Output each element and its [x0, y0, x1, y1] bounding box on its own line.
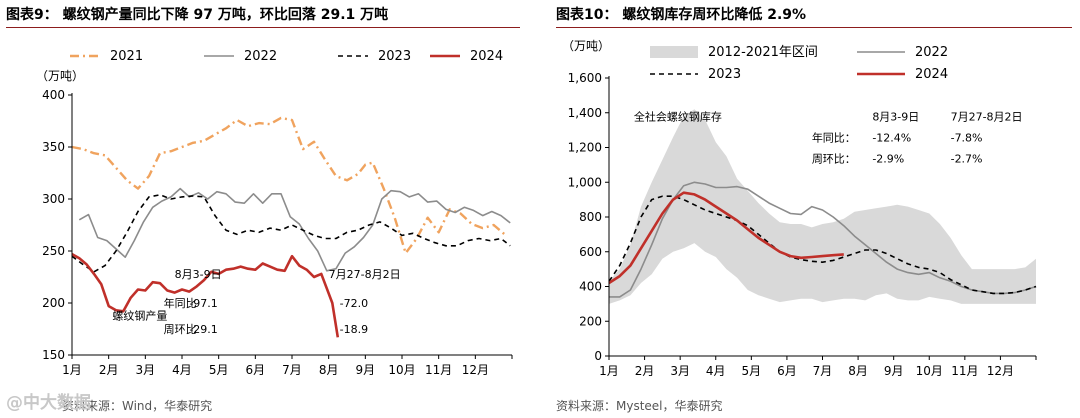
series-line-2024: [71, 252, 340, 338]
x-tick-label: 7月: [282, 363, 302, 377]
series-line-2024: [608, 191, 844, 285]
y-axis-unit-label: （万吨）: [36, 69, 84, 83]
y-tick-label: 1,400: [568, 106, 602, 120]
x-tick-label: 1月: [62, 363, 82, 377]
x-tick-label: 5月: [742, 364, 762, 378]
y-tick-label: 350: [42, 140, 65, 154]
chart-2-source: 资料来源：Mysteel，华泰研究: [556, 399, 723, 413]
inventory-chart: （万吨） 0 200 400 600 800 1,000 1,200 1,400 1,600 1月 2…: [562, 39, 1037, 378]
annotation-text: 7月27-8月2日: [951, 111, 1023, 124]
y-tick-label: 600: [579, 245, 602, 259]
x-tick-label: 6月: [777, 364, 797, 378]
annotation-text: -97.1: [189, 297, 217, 310]
series-line-2022: [609, 181, 1037, 298]
legend-label: 2023: [708, 67, 741, 82]
y-tick-label: 0: [594, 349, 602, 363]
x-tick-label: 2月: [99, 363, 119, 377]
annotation-text: 年同比: [164, 296, 197, 310]
y-tick-label: 150: [42, 348, 65, 362]
chart-1-title: 图表9： 螺纹钢产量同比下降 97 万吨，环比回落 29.1 万吨: [6, 7, 389, 23]
legend-swatch-band: [650, 46, 698, 58]
x-tick-label: 11月: [425, 363, 452, 377]
watermark-text: @中大数据: [6, 393, 91, 413]
y-tick-label: 800: [579, 210, 602, 224]
production-chart: （万吨） 150 200 250 300 350 400 1月 2月 3月 4月 5月 6月 7月 8月 9月…: [36, 49, 513, 377]
x-tick-label: 7月: [813, 364, 833, 378]
y-tick-label: 1,000: [568, 175, 602, 189]
range-band-2012-2021: [609, 109, 1036, 304]
x-tick-label: 5月: [209, 363, 229, 377]
y-tick-label: 400: [579, 280, 602, 294]
x-tick-label: 3月: [670, 364, 690, 378]
x-tick-label: 11月: [951, 364, 978, 378]
y-tick-label: 300: [42, 192, 65, 206]
y-tick-label: 250: [42, 244, 65, 258]
y-tick-label: 1,600: [568, 71, 602, 85]
legend-label: 2022: [244, 49, 277, 64]
annotation-text: 年同比：: [812, 130, 856, 144]
x-tick-label: 4月: [706, 364, 726, 378]
x-tick-label: 9月: [884, 364, 904, 378]
series-line-2021: [71, 116, 506, 255]
annotation-text: 8月3-9日: [175, 268, 222, 281]
annotation-text: -29.1: [189, 323, 217, 336]
x-tick-label: 1月: [599, 364, 619, 378]
annotation-text: 8月3-9日: [872, 111, 919, 124]
annotation-text: -7.8%: [951, 131, 983, 144]
legend-label: 2022: [915, 45, 948, 60]
annotation-text: -18.9: [340, 323, 368, 336]
legend-label: 2021: [110, 49, 143, 64]
annotation-text: 螺纹钢产量: [112, 309, 167, 323]
chart-1-source: 资料来源：Wind，华泰研究: [62, 399, 213, 413]
legend-label: 2023: [378, 49, 411, 64]
annotation-text: 周环比: [164, 323, 197, 336]
series-line-2023: [608, 195, 1037, 295]
x-tick-label: 6月: [246, 363, 266, 377]
chart-1-title-rule: [6, 27, 520, 28]
annotation-text: 周环比：: [812, 152, 856, 165]
x-tick-label: 8月: [319, 363, 339, 377]
x-tick-label: 10月: [388, 363, 415, 377]
chart-2-title-rule: [556, 27, 1072, 28]
y-tick-label: 400: [42, 88, 65, 102]
legend-label: 2012-2021年区间: [708, 45, 818, 60]
x-tick-label: 2月: [635, 364, 655, 378]
x-tick-label: 8月: [848, 364, 868, 378]
x-tick-label: 10月: [916, 364, 943, 378]
annotation-text: -72.0: [340, 297, 368, 310]
annotation-text: -2.9%: [872, 152, 904, 165]
annotation-text: -12.4%: [872, 131, 911, 144]
chart-2-title: 图表10： 螺纹钢库存周环比降低 2.9%: [556, 7, 807, 23]
legend-label: 2024: [915, 67, 948, 82]
annotation-text: 全社会螺纹钢库存: [634, 110, 722, 124]
annotation-text: 7月27-8月2日: [329, 268, 401, 281]
annotation-text: -2.7%: [951, 152, 983, 165]
x-tick-label: 12月: [987, 364, 1014, 378]
y-tick-label: 200: [579, 314, 602, 328]
series-line-2022: [78, 187, 511, 272]
x-tick-label: 3月: [136, 363, 156, 377]
y-axis-unit-label: （万吨）: [562, 39, 610, 53]
x-tick-label: 4月: [172, 363, 192, 377]
y-tick-label: 200: [42, 296, 65, 310]
x-tick-label: 9月: [356, 363, 376, 377]
legend-label: 2024: [470, 49, 503, 64]
y-tick-label: 1,200: [568, 141, 602, 155]
x-tick-label: 12月: [462, 363, 489, 377]
